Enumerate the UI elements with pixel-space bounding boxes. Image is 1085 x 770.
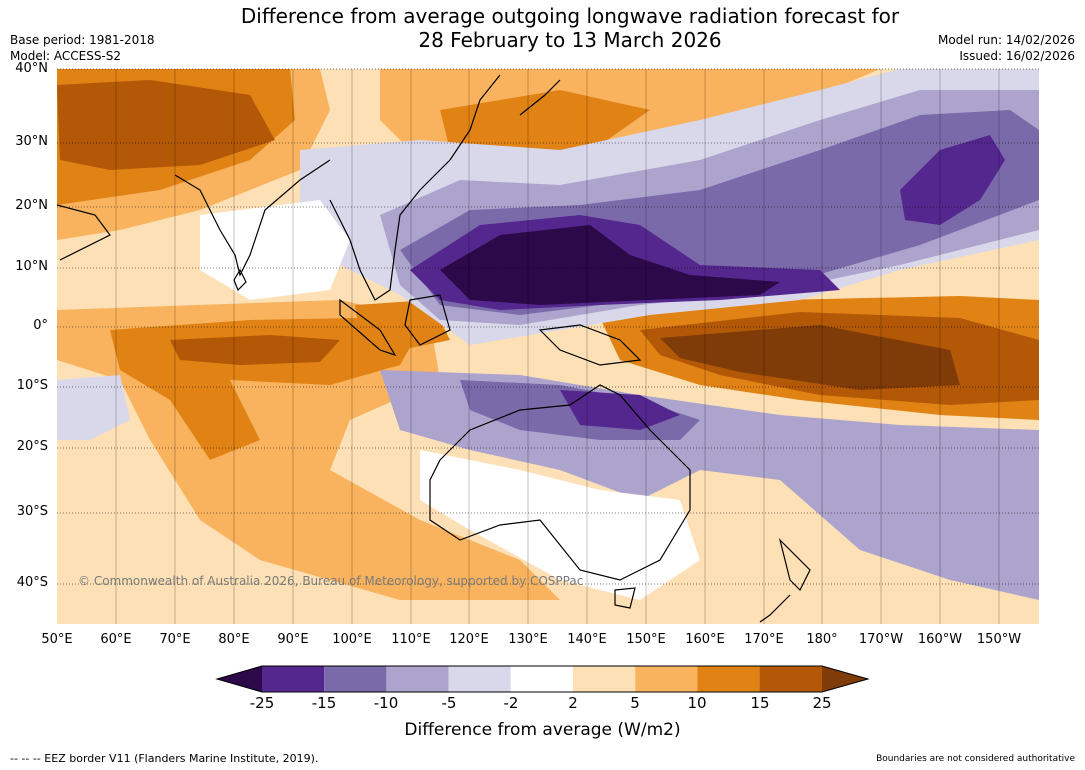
colorbar-tick-label: 5: [630, 694, 640, 712]
lon-label: 150°E: [626, 632, 666, 647]
title-line-1: Difference from average outgoing longwav…: [240, 4, 900, 28]
colorbar: [215, 665, 870, 693]
coastline-new-guinea: [538, 324, 642, 366]
title-line-2: 28 February to 13 March 2026: [418, 28, 722, 52]
lon-label: 120°E: [449, 632, 489, 647]
colorbar-tick-label: -15: [311, 694, 337, 712]
eez-border-note: -- -- -- EEZ border V11 (Flanders Marine…: [10, 752, 319, 765]
colorbar-outline: [215, 665, 870, 693]
lon-label: 130°E: [508, 632, 548, 647]
lat-label: 0°: [33, 318, 48, 333]
lon-label: 100°E: [332, 632, 372, 647]
lon-label: 170°W: [858, 632, 904, 647]
negative-anomaly-central-pacific: [900, 135, 1005, 225]
lon-label: 150°W: [976, 632, 1022, 647]
model-name: Model: ACCESS-S2: [10, 49, 122, 63]
coastline-australia: [429, 384, 691, 581]
lon-label: 50°E: [41, 632, 73, 647]
lon-label: 60°E: [100, 632, 132, 647]
base-period: Base period: 1981-2018: [10, 33, 155, 47]
negative-anomaly-south-core: [560, 390, 680, 430]
lon-label: 140°E: [567, 632, 607, 647]
lon-label: 180°: [806, 632, 838, 647]
boundaries-disclaimer: Boundaries are not considered authoritat…: [876, 754, 1075, 764]
lon-label: 70°E: [159, 632, 191, 647]
coastline-tasmania: [614, 587, 636, 609]
coastline-sri-lanka: [233, 268, 247, 292]
positive-anomaly-indian-ocean-peak: [170, 335, 340, 365]
coastline-arabia: [57, 204, 111, 261]
coastline-borneo: [404, 294, 451, 346]
lat-label: 10°N: [15, 259, 48, 274]
colorbar-swatch-7: [635, 666, 698, 692]
lat-label: 40°S: [16, 575, 48, 590]
lon-label: 160°E: [685, 632, 725, 647]
copyright-notice: © Commonwealth of Australia 2026, Bureau…: [78, 574, 584, 588]
coastline-japan: [519, 79, 561, 116]
colorbar-title: Difference from average (W/m2): [404, 720, 681, 740]
negative-anomaly-west-indian: [57, 375, 130, 440]
coastline-sumatra: [339, 298, 397, 357]
lat-label: 30°N: [15, 134, 48, 149]
lat-label: 40°N: [15, 61, 48, 76]
colorbar-swatch-6: [573, 666, 636, 692]
coastlines: [57, 74, 811, 623]
lat-label: 20°N: [15, 198, 48, 213]
lon-label: 90°E: [277, 632, 309, 647]
colorbar-tick-label: 2: [568, 694, 578, 712]
longitude-gridlines: [115, 69, 1000, 624]
map-title: Difference from average outgoing longwav…: [170, 4, 970, 52]
lon-label: 110°E: [391, 632, 431, 647]
negative-anomaly-extreme: [440, 225, 780, 305]
colorbar-swatch-8: [697, 666, 760, 692]
lat-label: 20°S: [16, 439, 48, 454]
colorbar-high-arrow: [822, 666, 868, 692]
colorbar-tick-label: -2: [503, 694, 519, 712]
anomaly-field: [57, 69, 1039, 624]
colorbar-swatch-9: [759, 666, 822, 692]
neutral-zone-australia: [420, 450, 700, 600]
colorbar-swatch-3: [386, 666, 449, 692]
coastline-new-zealand: [759, 538, 811, 623]
colorbar-tick-label: 10: [687, 694, 707, 712]
lon-label: 80°E: [218, 632, 250, 647]
colorbar-tick-label: 15: [750, 694, 770, 712]
model-run: Model run: 14/02/2026: [937, 33, 1075, 47]
colorbar-swatch-5: [510, 666, 573, 692]
colorbar-tick-label: -10: [373, 694, 399, 712]
meta-left: Base period: 1981-2018 Model: ACCESS-S2: [10, 32, 155, 64]
positive-anomaly-equatorial-pacific-peak: [660, 325, 960, 390]
meta-right: Model run: 14/02/2026 Issued: 16/02/2026: [938, 32, 1075, 64]
colorbar-tick-label: -5: [441, 694, 457, 712]
colorbar-swatch-1: [262, 666, 325, 692]
issued-date: Issued: 16/02/2026: [959, 49, 1075, 63]
colorbar-tick-label: -25: [249, 694, 275, 712]
colorbar-swatch-4: [448, 666, 511, 692]
colorbar-tick-label: 25: [812, 694, 832, 712]
lon-label: 160°W: [917, 632, 963, 647]
lat-label: 30°S: [16, 504, 48, 519]
lat-label: 10°S: [16, 378, 48, 393]
coastline-east-asia: [449, 74, 501, 161]
positive-anomaly-nw-core: [57, 80, 275, 170]
coastline-india: [174, 159, 331, 277]
colorbar-low-arrow: [217, 666, 262, 692]
colorbar-swatch-2: [324, 666, 387, 692]
lon-label: 170°E: [744, 632, 784, 647]
coastline-southeast-asia: [329, 159, 451, 301]
